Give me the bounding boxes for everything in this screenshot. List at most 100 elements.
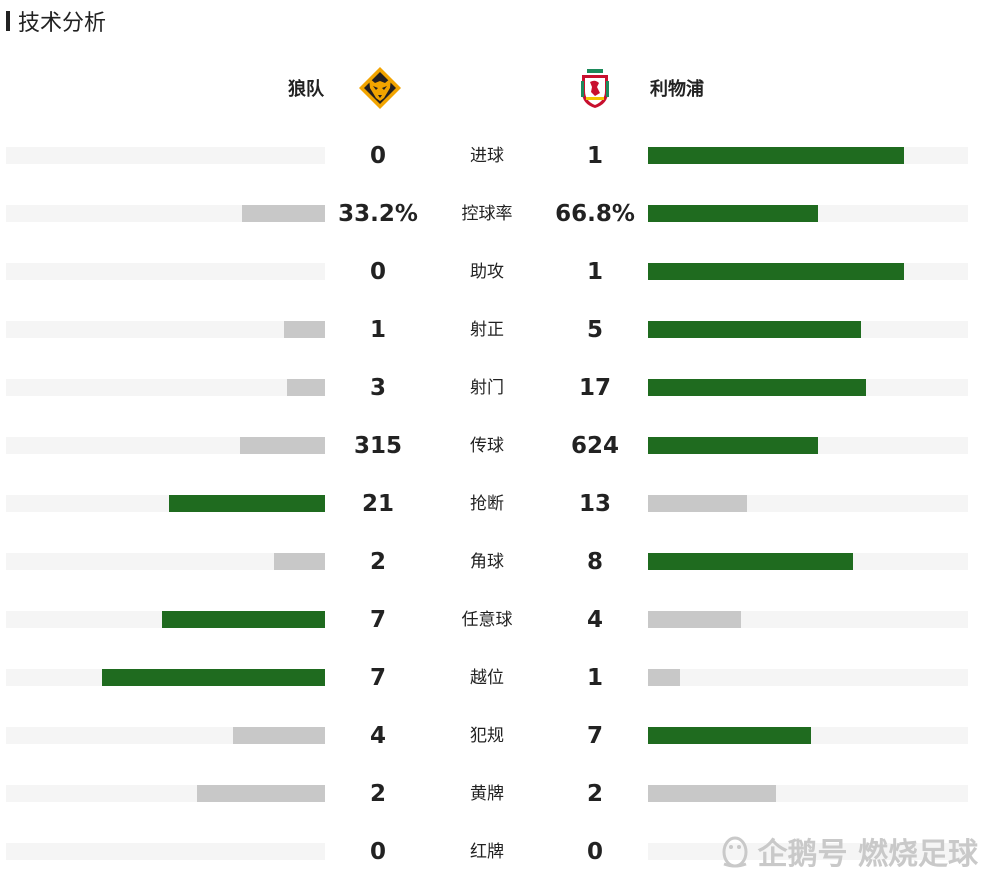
stat-label: 助攻 <box>470 262 504 282</box>
stat-label: 传球 <box>470 436 504 456</box>
away-value: 8 <box>586 549 603 575</box>
home-team-name: 狼队 <box>288 79 324 100</box>
home-bar-track <box>6 495 325 512</box>
stat-row: 315 传球 624 <box>0 426 1000 466</box>
stat-row: 4 犯规 7 <box>0 716 1000 756</box>
away-bar-fill <box>648 553 853 570</box>
away-bar-fill <box>648 321 861 338</box>
liver-bird-crest-icon <box>581 69 609 108</box>
stat-label: 黄牌 <box>470 784 504 804</box>
away-bar-track <box>648 785 968 802</box>
away-bar-fill <box>648 669 680 686</box>
home-value: 4 <box>369 723 386 749</box>
away-bar-track <box>648 379 968 396</box>
stat-row: 1 射正 5 <box>0 310 1000 350</box>
stat-row: 2 角球 8 <box>0 542 1000 582</box>
wolf-head-icon <box>359 67 401 109</box>
away-bar-fill <box>648 205 818 222</box>
away-value: 4 <box>586 607 603 633</box>
stat-label: 角球 <box>470 552 504 572</box>
stat-row: 2 黄牌 2 <box>0 774 1000 814</box>
away-value: 624 <box>570 433 619 459</box>
away-value: 7 <box>586 723 603 749</box>
away-bar-fill <box>648 727 812 744</box>
away-value: 1 <box>586 259 603 285</box>
stat-row: 3 射门 17 <box>0 368 1000 408</box>
away-value: 5 <box>586 317 603 343</box>
away-bar-fill <box>648 147 904 164</box>
home-value: 21 <box>361 491 394 517</box>
penguin-icon <box>722 836 748 868</box>
away-bar-track <box>648 727 968 744</box>
watermark: 企鹅号 燃烧足球 <box>718 829 978 873</box>
away-value: 0 <box>586 839 603 865</box>
away-bar-fill <box>648 437 818 454</box>
stat-row: 0 红牌 0 <box>0 832 1000 872</box>
away-value: 1 <box>586 143 603 169</box>
home-bar-fill <box>101 669 325 686</box>
away-bar-fill <box>648 495 748 512</box>
home-bar-track <box>6 669 325 686</box>
home-bar-fill <box>197 785 325 802</box>
away-bar-track <box>648 205 968 222</box>
stat-label: 越位 <box>470 668 504 688</box>
home-value: 1 <box>369 317 386 343</box>
home-bar-track <box>6 321 325 338</box>
home-bar-fill <box>283 321 325 338</box>
home-bar-track <box>6 785 325 802</box>
away-bar-track <box>648 147 968 164</box>
stat-label: 犯规 <box>470 726 504 746</box>
home-bar-fill <box>168 495 325 512</box>
home-bar-track <box>6 263 325 280</box>
stat-row: 0 进球 1 <box>0 136 1000 176</box>
stat-row: 33.2% 控球率 66.8% <box>0 194 1000 234</box>
home-value: 7 <box>369 607 386 633</box>
stat-label: 任意球 <box>461 610 513 630</box>
home-value: 2 <box>369 549 386 575</box>
away-bar-track <box>648 495 968 512</box>
away-value: 66.8% <box>555 201 635 227</box>
stat-label: 抢断 <box>470 494 504 514</box>
away-value: 1 <box>586 665 603 691</box>
home-bar-fill <box>240 437 325 454</box>
section-title: 技术分析 <box>18 11 107 36</box>
away-value: 13 <box>578 491 611 517</box>
home-bar-track <box>6 843 325 860</box>
away-value: 2 <box>586 781 603 807</box>
stat-label: 控球率 <box>461 204 513 224</box>
away-bar-fill <box>648 379 866 396</box>
home-bar-track <box>6 147 325 164</box>
home-bar-track <box>6 611 325 628</box>
home-value: 0 <box>369 259 386 285</box>
home-value: 0 <box>369 143 386 169</box>
title-marker <box>6 11 10 31</box>
home-bar-track <box>6 727 325 744</box>
stat-row: 7 越位 1 <box>0 658 1000 698</box>
home-bar-fill <box>273 553 325 570</box>
stat-row: 0 助攻 1 <box>0 252 1000 292</box>
stat-label: 红牌 <box>470 842 504 862</box>
home-bar-fill <box>232 727 325 744</box>
section-header: 技术分析 <box>6 8 107 36</box>
stat-row: 7 任意球 4 <box>0 600 1000 640</box>
home-bar-track <box>6 553 325 570</box>
home-bar-fill <box>162 611 325 628</box>
home-value: 0 <box>369 839 386 865</box>
home-value: 2 <box>369 781 386 807</box>
stat-label: 进球 <box>470 146 504 166</box>
away-bar-fill <box>648 785 776 802</box>
away-bar-track <box>648 669 968 686</box>
away-team-name: 利物浦 <box>650 79 704 100</box>
home-bar-fill <box>242 205 325 222</box>
home-value: 315 <box>353 433 402 459</box>
home-value: 7 <box>369 665 386 691</box>
home-bar-track <box>6 205 325 222</box>
home-value: 33.2% <box>338 201 418 227</box>
away-bar-track <box>648 437 968 454</box>
away-bar-fill <box>648 263 904 280</box>
away-bar-fill <box>648 611 741 628</box>
stat-label: 射正 <box>470 320 504 340</box>
away-bar-track <box>648 843 968 860</box>
away-bar-track <box>648 321 968 338</box>
stat-label: 射门 <box>470 378 504 398</box>
